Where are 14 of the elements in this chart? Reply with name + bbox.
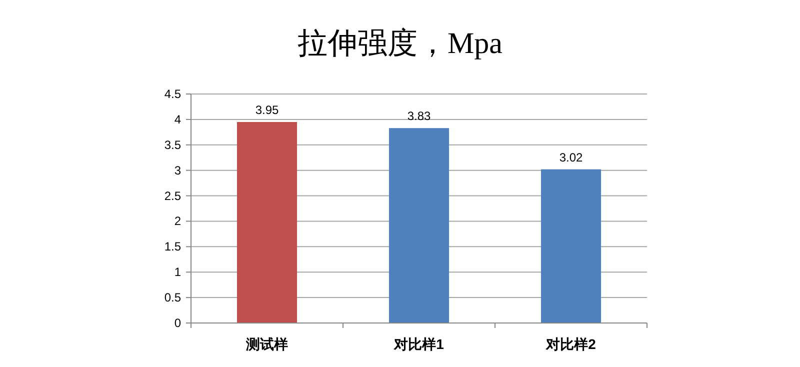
title: 拉伸强度，Mpa [298, 27, 502, 60]
ytick-label: 3.5 [164, 138, 181, 152]
ytick-label: 1.5 [164, 240, 181, 254]
ytick-label: 2 [174, 214, 181, 228]
xtick-label: 对比样1 [394, 336, 444, 352]
ytick-label: 0 [174, 316, 181, 330]
ytick-label: 1 [174, 265, 181, 280]
xtick-label: 对比样2 [546, 336, 596, 352]
ytick-label: 2.5 [164, 188, 181, 203]
ytick-label: 3 [174, 163, 181, 178]
xtick-label: 测试样 [246, 336, 288, 352]
ytick-label: 0.5 [164, 290, 181, 305]
ytick-label: 4 [174, 112, 181, 126]
ytick-label: 4.5 [164, 87, 181, 101]
